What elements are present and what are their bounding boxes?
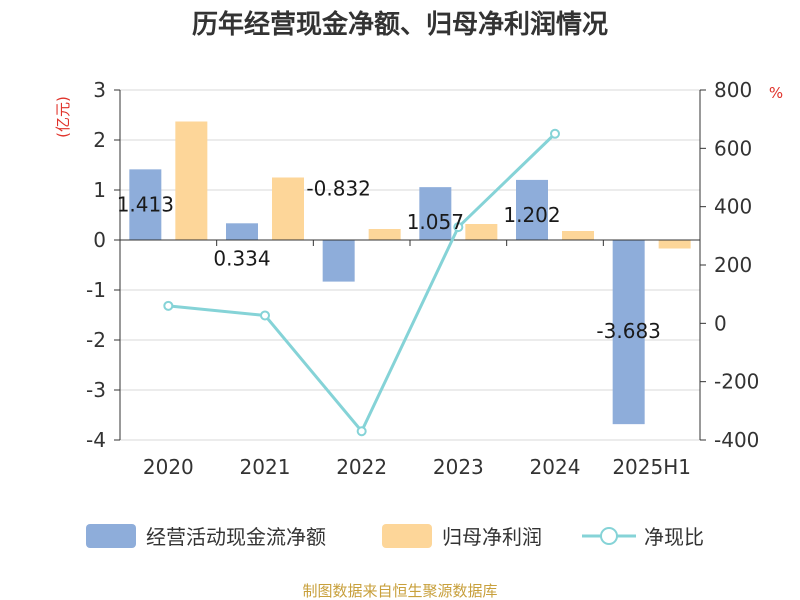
axes: 3 2 1 0 -1 -2 -3 -4 800 600 400 200 0 -200 -400 2020 202… (86, 78, 759, 479)
right-axis-unit: % (769, 84, 783, 102)
left-tick-label: 3 (93, 78, 106, 102)
ratio-point (453, 222, 464, 233)
x-tick-label: 2021 (240, 455, 291, 479)
cash-flow-bar (129, 169, 162, 240)
cash-flow-bar (322, 240, 355, 282)
ratio-point (550, 128, 560, 139)
net-profit-bar (175, 121, 208, 240)
cash-flow-bar (516, 179, 548, 240)
legend-swatch-cash-flow (86, 524, 136, 548)
net-profit-bar (658, 240, 691, 249)
x-tick-label: 2025H1 (612, 455, 691, 479)
cash-flow-bar (612, 240, 645, 425)
bars (129, 121, 691, 425)
legend-swatch-ratio-point (600, 527, 618, 545)
cash-flow-data-label: 1.413 (117, 192, 174, 216)
source-note: 制图数据来自恒生聚源数据库 (302, 582, 497, 600)
right-tick-label: 400 (714, 195, 752, 219)
cash-flow-data-label: -0.832 (306, 177, 370, 201)
cash-flow-data-label: 1.202 (503, 203, 560, 227)
left-tick-label: -3 (86, 378, 106, 402)
legend: 经营活动现金流净额 归母净利润 净现比 (86, 524, 704, 549)
cash-flow-data-label: 0.334 (213, 246, 270, 270)
ratio-point (260, 310, 270, 321)
left-tick-label: 2 (93, 128, 106, 152)
legend-label-net-profit: 归母净利润 (442, 525, 542, 549)
cash-flow-bar (419, 187, 452, 240)
x-tick-label: 2020 (143, 455, 194, 479)
x-tick-label: 2024 (530, 455, 581, 479)
left-tick-label: -1 (86, 278, 106, 302)
data-labels: 1.413 0.334 -0.832 1.057 1.202 -3.683 (117, 177, 661, 344)
legend-label-ratio: 净现比 (644, 525, 704, 549)
cash-flow-bar (226, 223, 258, 240)
ratio-line (163, 128, 560, 437)
right-tick-label: -400 (714, 428, 759, 452)
left-tick-label: -4 (86, 428, 106, 452)
right-tick-label: -200 (714, 370, 759, 394)
legend-label-cash-flow: 经营活动现金流净额 (146, 525, 326, 549)
ratio-point (356, 426, 367, 437)
net-profit-bar (465, 224, 498, 240)
x-tick-label: 2022 (336, 455, 387, 479)
net-profit-bar (272, 177, 304, 240)
right-tick-label: 0 (714, 311, 727, 335)
x-tick-label: 2023 (433, 455, 484, 479)
net-profit-bar (562, 231, 594, 240)
ratio-point (163, 300, 174, 311)
legend-swatch-net-profit (382, 524, 432, 548)
left-tick-label: 0 (93, 228, 106, 252)
chart-title: 历年经营现金净额、归母净利润情况 (192, 9, 608, 40)
left-tick-label: -2 (86, 328, 106, 352)
net-profit-bar (368, 229, 401, 240)
left-axis-unit: (亿元) (54, 96, 72, 138)
right-tick-label: 800 (714, 78, 752, 102)
cash-flow-data-label: 1.057 (407, 210, 464, 234)
cash-flow-data-label: -3.683 (596, 319, 660, 343)
right-tick-label: 600 (714, 136, 752, 160)
right-tick-label: 200 (714, 253, 752, 277)
left-tick-label: 1 (93, 178, 106, 202)
